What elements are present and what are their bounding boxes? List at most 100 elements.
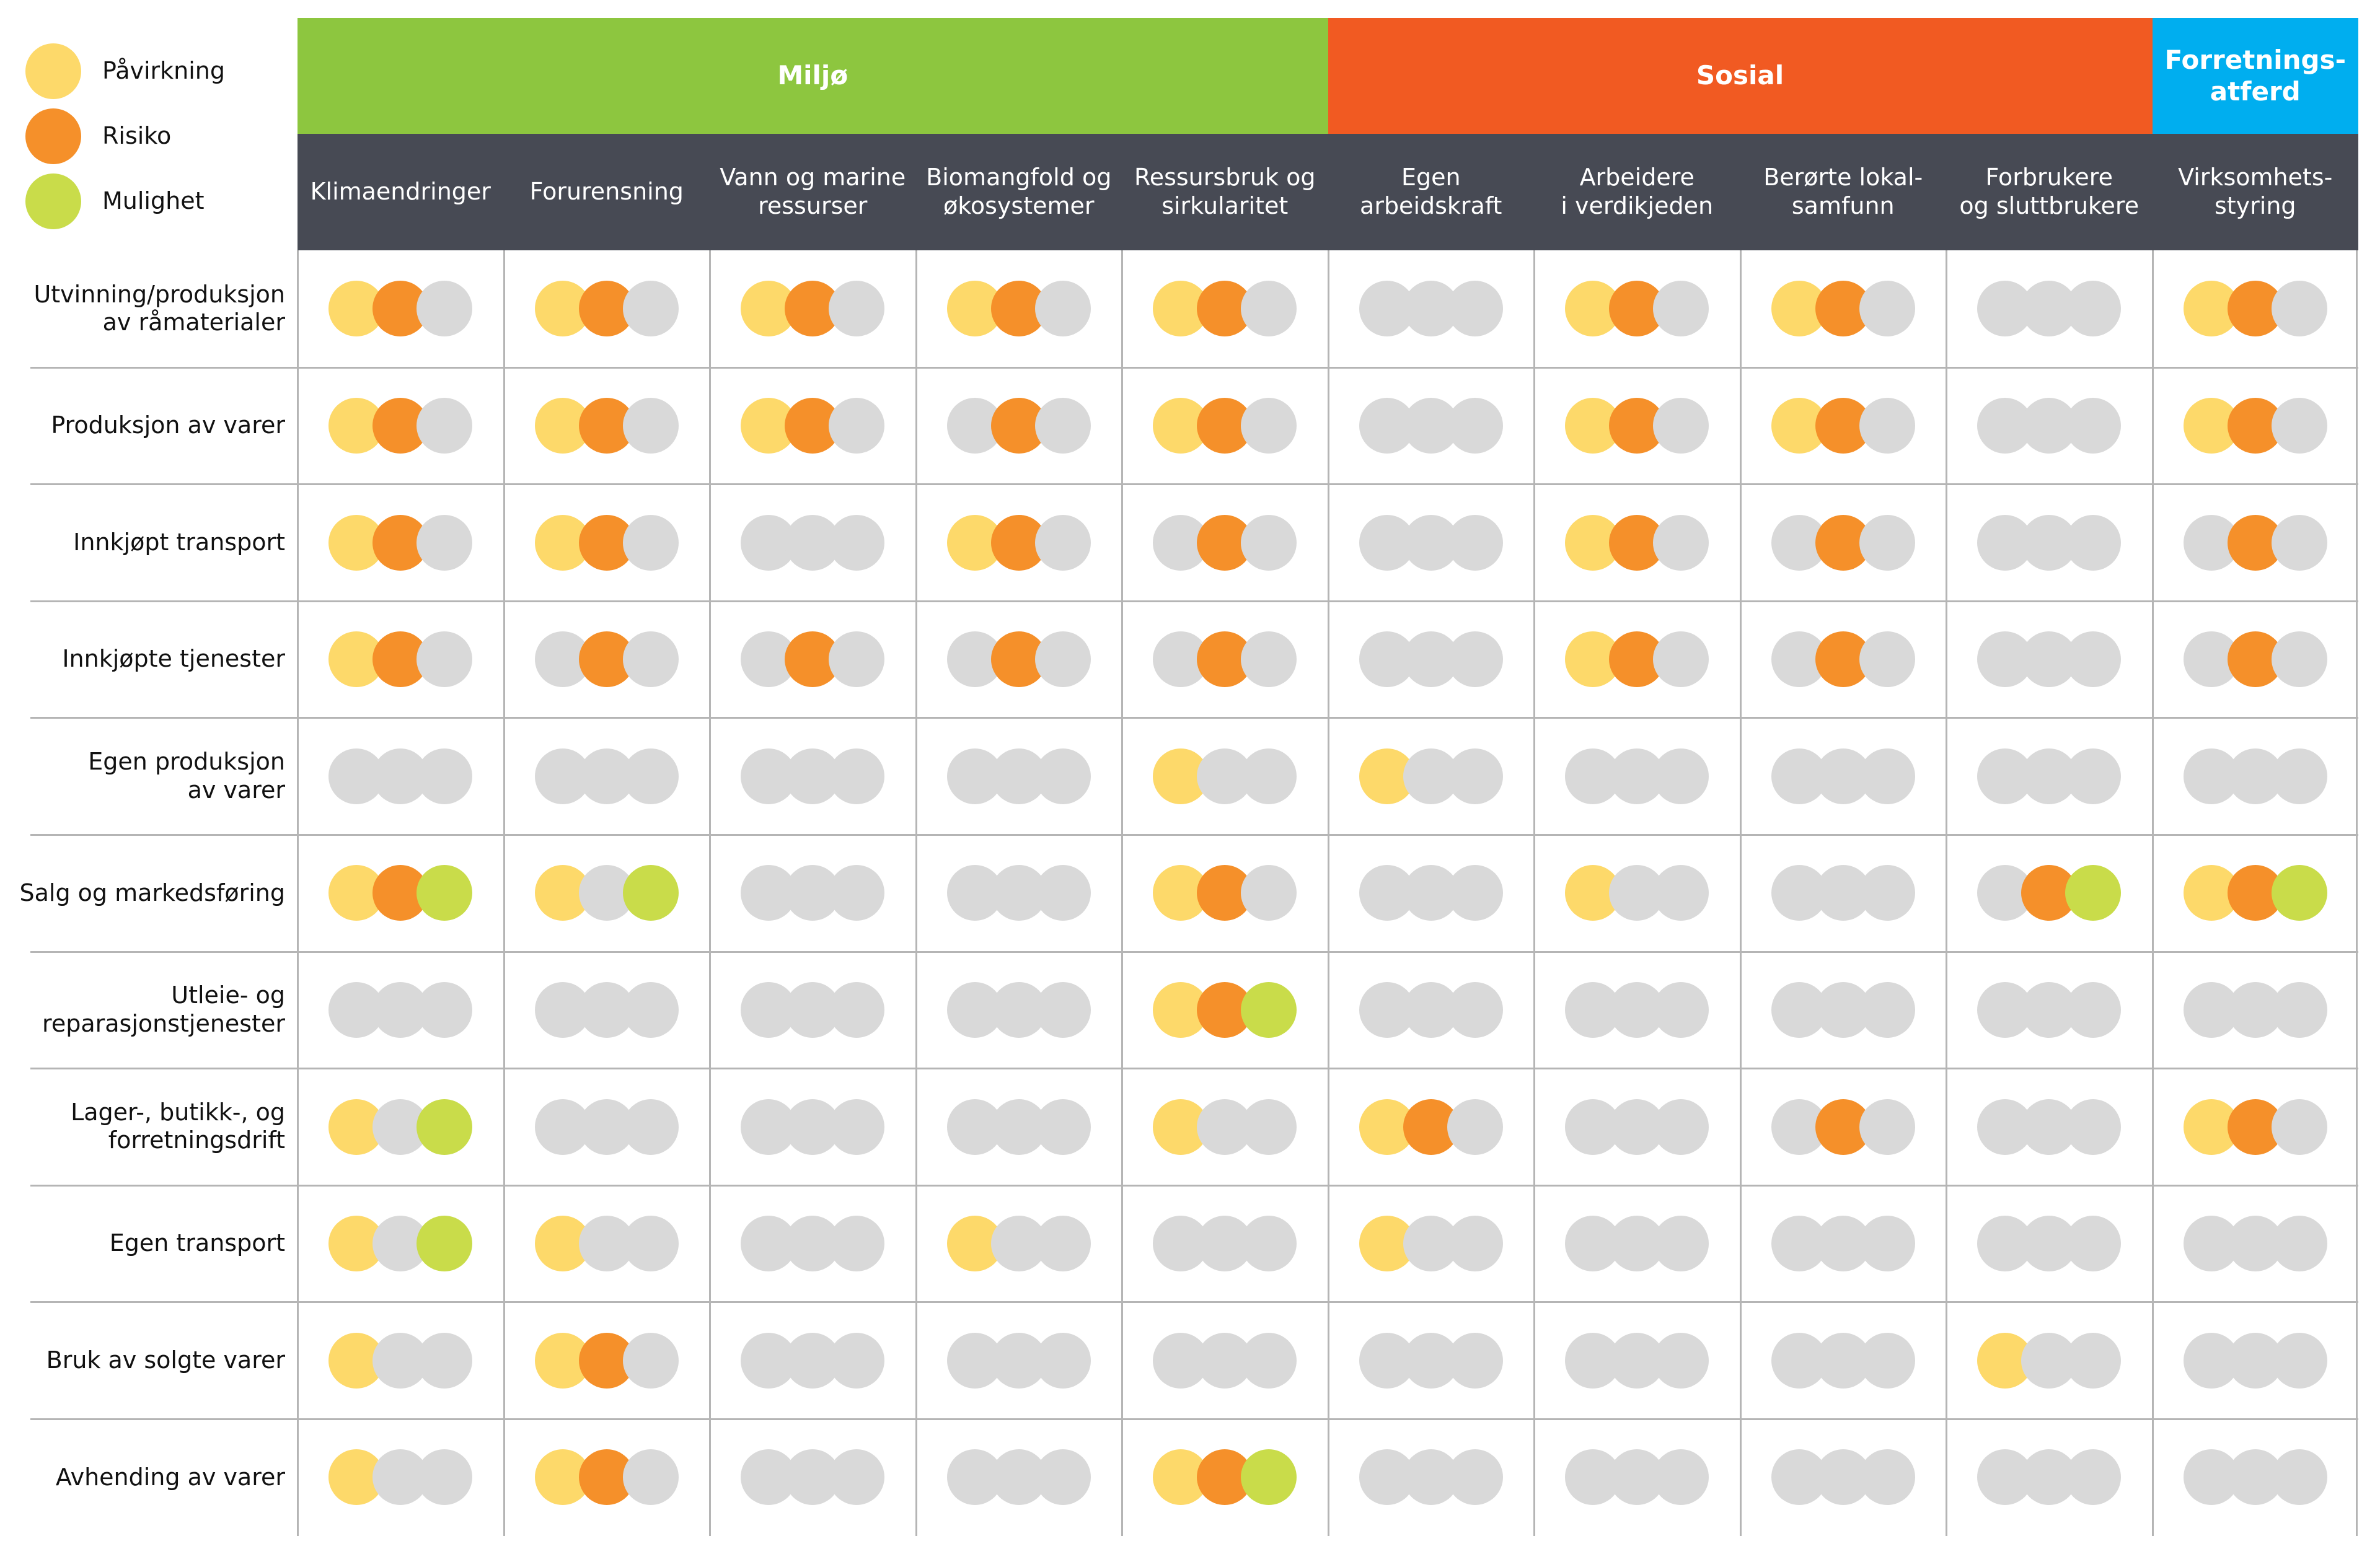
indicator-dot bbox=[416, 748, 473, 804]
indicator-dot bbox=[2065, 1216, 2122, 1272]
indicator-dot bbox=[829, 865, 885, 921]
indicator-dot bbox=[1241, 631, 1297, 688]
indicator-dot bbox=[1241, 1449, 1297, 1506]
row-divider bbox=[30, 1418, 2358, 1420]
indicator-dot bbox=[1034, 865, 1091, 921]
indicator-dot bbox=[2065, 281, 2122, 337]
column-header: Virksomhets- styring bbox=[2152, 134, 2358, 250]
row-divider bbox=[30, 600, 2358, 602]
indicator-dot bbox=[2065, 1332, 2122, 1389]
legend-label: Påvirkning bbox=[102, 57, 226, 85]
indicator-dot bbox=[2065, 631, 2122, 688]
column-divider bbox=[2151, 250, 2154, 1536]
indicator-dot bbox=[1034, 1449, 1091, 1506]
indicator-dot bbox=[1653, 748, 1709, 804]
indicator-dot bbox=[1034, 514, 1091, 571]
indicator-dot bbox=[1653, 1449, 1709, 1506]
indicator-dot bbox=[1447, 281, 1503, 337]
column-header: Arbeidere i verdikjeden bbox=[1534, 134, 1740, 250]
group-header: Sosial bbox=[1328, 18, 2153, 134]
indicator-dot bbox=[416, 397, 473, 454]
indicator-dot bbox=[1447, 514, 1503, 571]
indicator-dot bbox=[416, 1216, 473, 1272]
indicator-dot bbox=[1241, 1099, 1297, 1155]
indicator-dot bbox=[2065, 981, 2122, 1038]
indicator-dot bbox=[2065, 1449, 2122, 1506]
indicator-dot bbox=[829, 1449, 885, 1506]
indicator-dot bbox=[416, 281, 473, 337]
column-header: Vann og marine ressurser bbox=[710, 134, 916, 250]
legend-label: Risiko bbox=[102, 122, 172, 150]
row-label: Innkjøpt transport bbox=[73, 528, 285, 556]
indicator-dot bbox=[1859, 1332, 1915, 1389]
indicator-dot bbox=[1447, 397, 1503, 454]
indicator-dot bbox=[622, 1332, 679, 1389]
indicator-dot bbox=[622, 1449, 679, 1506]
indicator-dot bbox=[2271, 1332, 2327, 1389]
group-header: Miljø bbox=[298, 18, 1328, 134]
indicator-dot bbox=[1447, 1099, 1503, 1155]
indicator-dot bbox=[1653, 865, 1709, 921]
indicator-dot bbox=[622, 631, 679, 688]
row-label: Salg og markedsføring bbox=[19, 879, 285, 906]
indicator-dot bbox=[2271, 1099, 2327, 1155]
indicator-dot bbox=[2271, 397, 2327, 454]
row-divider bbox=[30, 366, 2358, 369]
indicator-dot bbox=[622, 981, 679, 1038]
indicator-dot bbox=[1241, 748, 1297, 804]
row-label: Lager-, butikk-, og forretningsdrift bbox=[71, 1098, 285, 1154]
indicator-dot bbox=[1447, 748, 1503, 804]
indicator-dot bbox=[2065, 865, 2122, 921]
column-divider bbox=[503, 250, 505, 1536]
indicator-dot bbox=[829, 281, 885, 337]
indicator-dot bbox=[1447, 1216, 1503, 1272]
indicator-dot bbox=[2271, 981, 2327, 1038]
indicator-dot bbox=[1241, 1332, 1297, 1389]
indicator-dot bbox=[1859, 397, 1915, 454]
indicator-dot bbox=[2271, 631, 2327, 688]
column-divider bbox=[1946, 250, 1947, 1536]
indicator-dot bbox=[1859, 514, 1915, 571]
indicator-dot bbox=[622, 1216, 679, 1272]
indicator-dot bbox=[2271, 514, 2327, 571]
indicator-dot bbox=[1034, 748, 1091, 804]
indicator-dot bbox=[1034, 281, 1091, 337]
column-divider bbox=[1121, 250, 1123, 1536]
column-header: Ressursbruk og sirkularitet bbox=[1122, 134, 1328, 250]
indicator-dot bbox=[622, 865, 679, 921]
indicator-dot bbox=[1653, 397, 1709, 454]
indicator-dot bbox=[829, 397, 885, 454]
indicator-dot bbox=[1859, 631, 1915, 688]
indicator-dot bbox=[2271, 865, 2327, 921]
column-divider bbox=[297, 250, 299, 1536]
indicator-dot bbox=[1653, 1099, 1709, 1155]
indicator-dot bbox=[1034, 981, 1091, 1038]
indicator-dot bbox=[829, 631, 885, 688]
indicator-dot bbox=[622, 281, 679, 337]
indicator-dot bbox=[1034, 1099, 1091, 1155]
column-divider bbox=[1739, 250, 1742, 1536]
indicator-dot bbox=[1241, 514, 1297, 571]
indicator-dot bbox=[1447, 631, 1503, 688]
indicator-dot bbox=[1447, 865, 1503, 921]
legend-swatch bbox=[25, 43, 81, 99]
indicator-dot bbox=[1653, 981, 1709, 1038]
indicator-dot bbox=[416, 1332, 473, 1389]
row-label: Innkjøpte tjenester bbox=[62, 645, 285, 673]
indicator-dot bbox=[1034, 631, 1091, 688]
legend-label: Mulighet bbox=[102, 187, 205, 215]
indicator-dot bbox=[1034, 397, 1091, 454]
group-header: Forretnings- atferd bbox=[2152, 18, 2358, 134]
column-divider bbox=[2356, 250, 2358, 1536]
indicator-dot bbox=[622, 397, 679, 454]
indicator-dot bbox=[2065, 397, 2122, 454]
legend-swatch bbox=[25, 173, 81, 229]
column-divider bbox=[709, 250, 711, 1536]
row-divider bbox=[30, 834, 2358, 836]
indicator-dot bbox=[1034, 1332, 1091, 1389]
indicator-dot bbox=[416, 981, 473, 1038]
indicator-dot bbox=[1241, 865, 1297, 921]
indicator-dot bbox=[1447, 1332, 1503, 1389]
indicator-dot bbox=[1859, 1216, 1915, 1272]
indicator-dot bbox=[829, 1099, 885, 1155]
